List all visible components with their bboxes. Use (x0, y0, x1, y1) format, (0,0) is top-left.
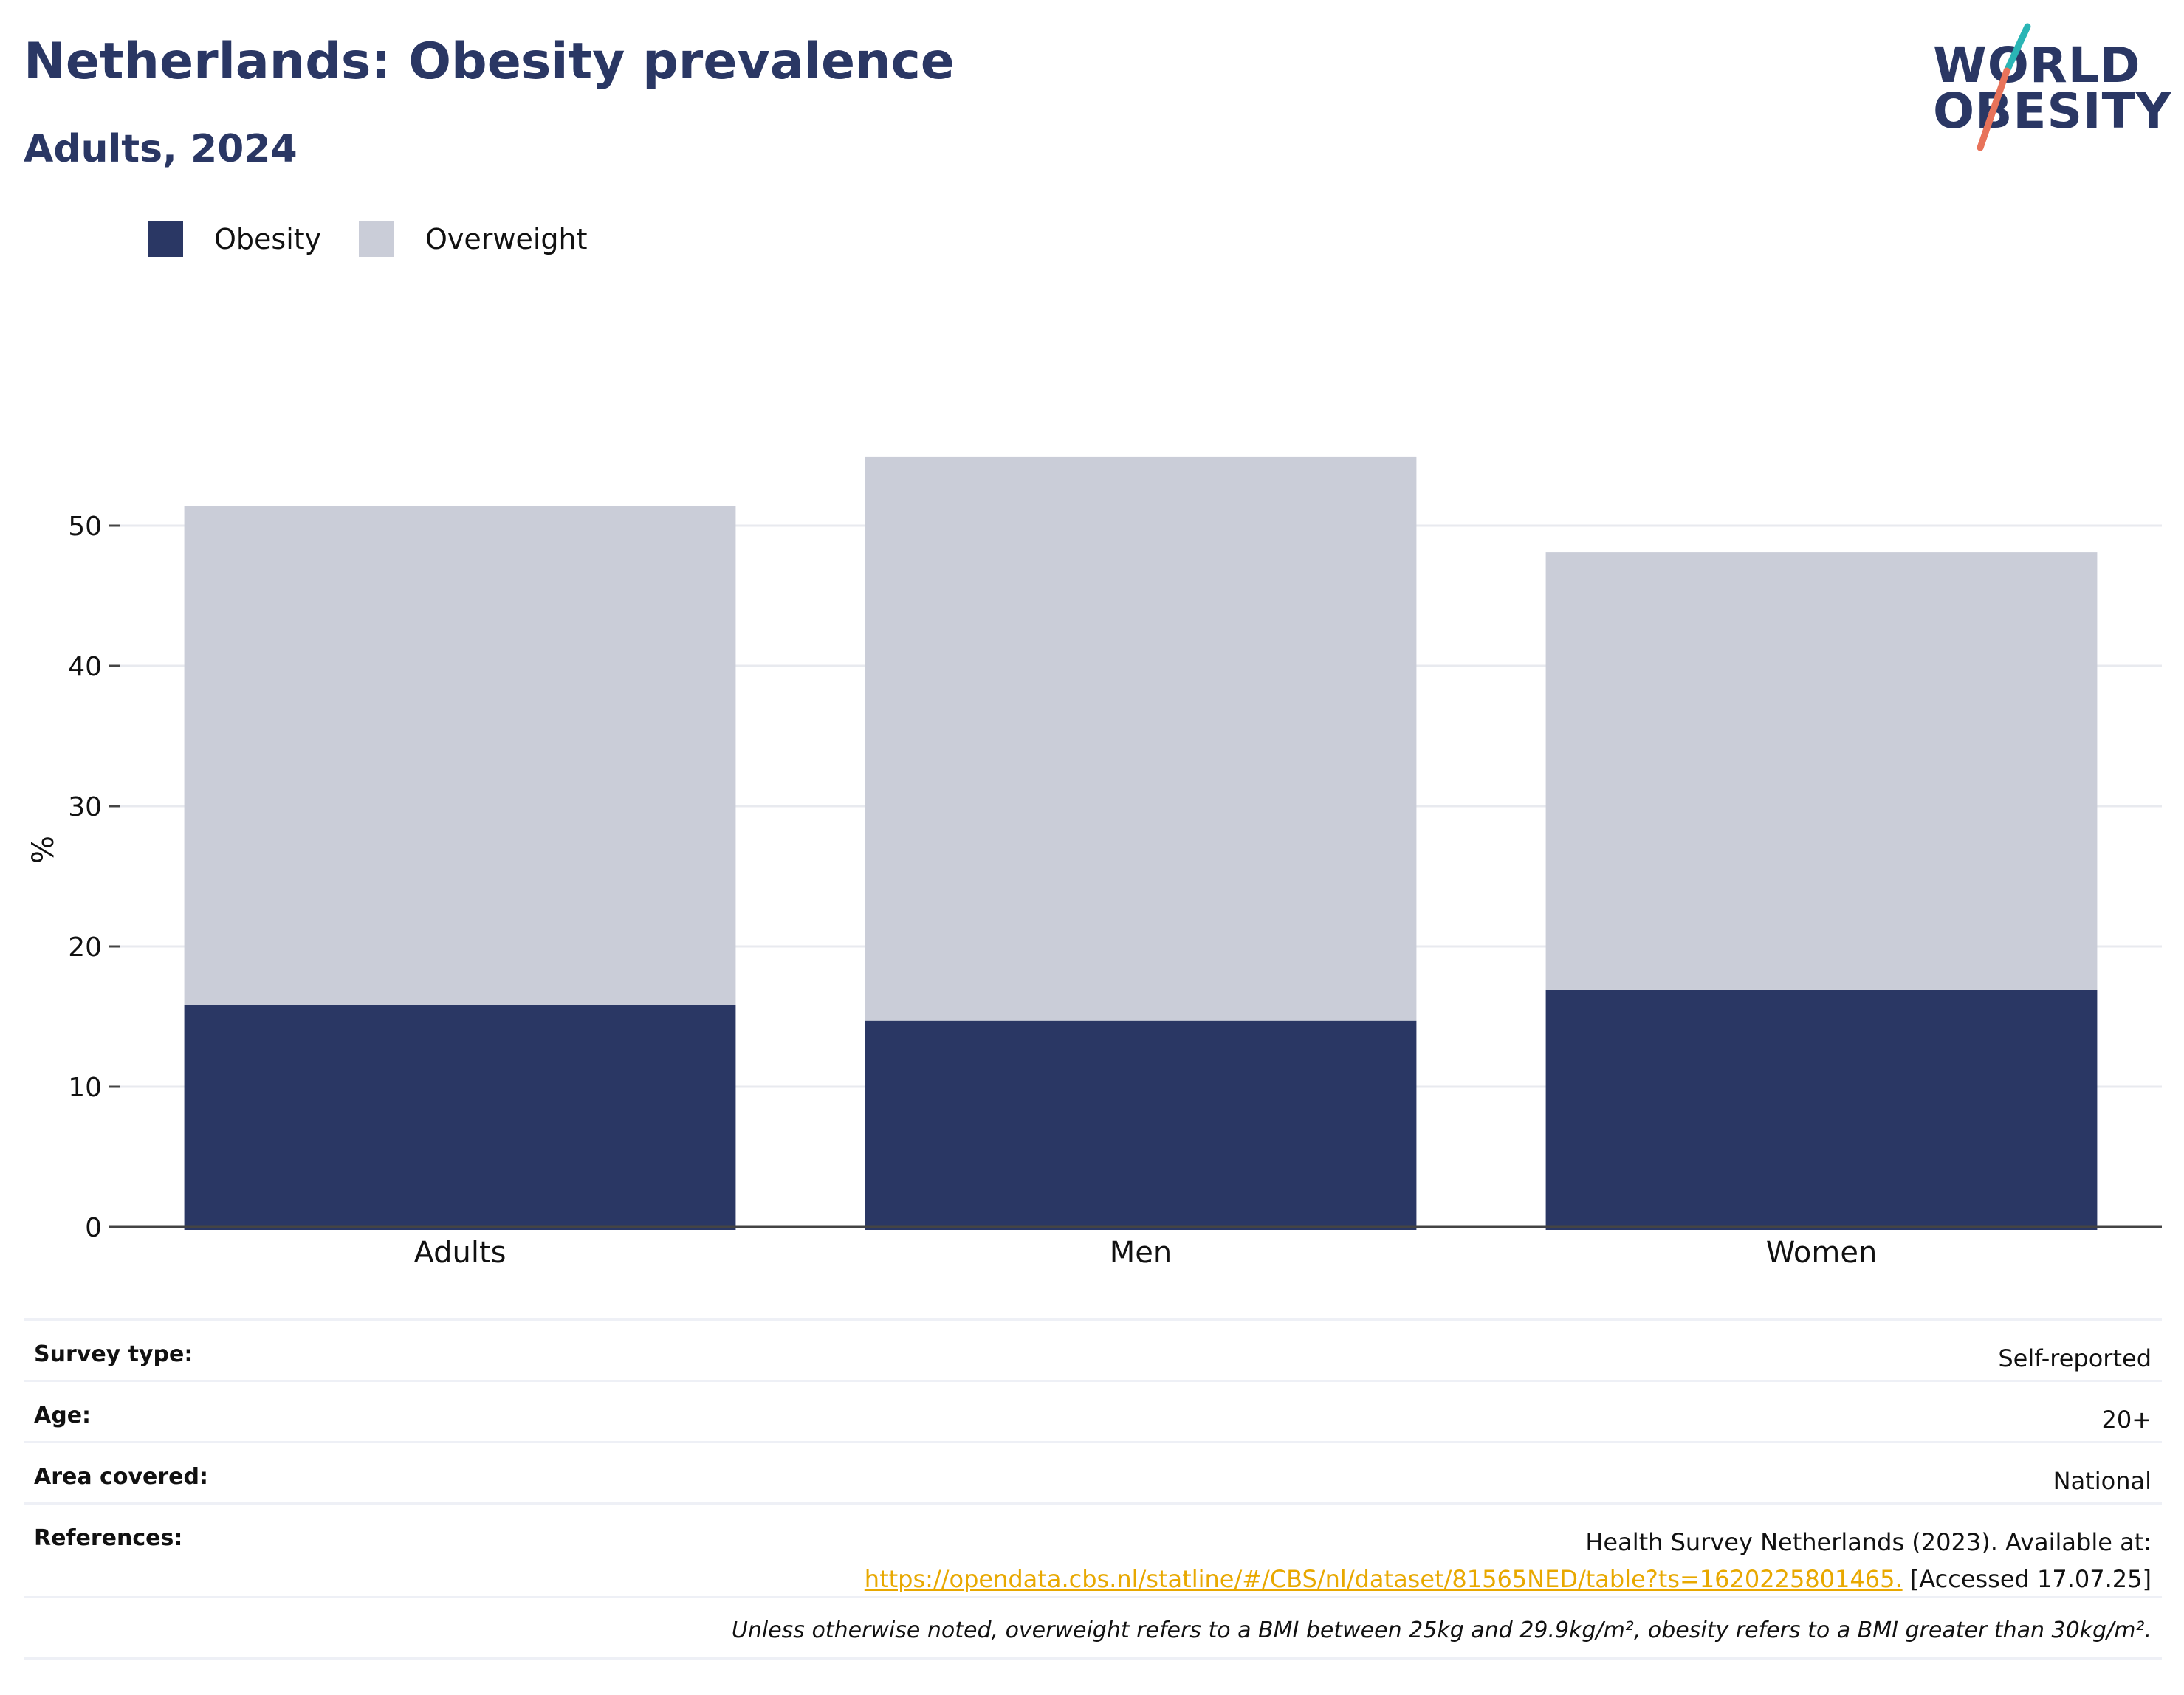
y-tick-label: 40 (68, 652, 102, 682)
bar-obesity-adults[interactable] (184, 1005, 736, 1230)
survey-info-table: Survey type: Self-reported Age: 20+ Area… (24, 1318, 2162, 1660)
y-tick-label: 10 (68, 1073, 102, 1103)
y-tick-label: 20 (68, 932, 102, 963)
bar-overweight-adults[interactable] (184, 506, 736, 1005)
logo-text-world: WORLD (1933, 37, 2141, 94)
info-row-note: Unless otherwise noted, overweight refer… (24, 1596, 2162, 1660)
stacked-bar-chart: 0 10 20 30 40 50 Adults Men Women % (27, 456, 2162, 1270)
x-tick-label: Women (1766, 1236, 1878, 1270)
legend-swatch-obesity (148, 221, 183, 257)
legend-label-overweight: Overweight (425, 223, 588, 255)
legend-swatch-overweight (359, 221, 394, 257)
page-title: Netherlands: Obesity prevalence (24, 32, 955, 91)
references-label: References: (34, 1525, 183, 1551)
page-subtitle: Adults, 2024 (24, 127, 298, 171)
info-row-survey-type: Survey type: Self-reported (24, 1318, 2162, 1380)
x-tick-label: Adults (413, 1236, 506, 1270)
bmi-definition-note: Unless otherwise noted, overweight refer… (731, 1617, 2152, 1643)
bar-overweight-men[interactable] (865, 456, 1417, 1021)
info-row-age: Age: 20+ (24, 1380, 2162, 1441)
y-tick-label: 30 (68, 792, 102, 822)
bar-overweight-women[interactable] (1545, 552, 2098, 990)
references-accessed: [Accessed 17.07.25] (1909, 1565, 2152, 1593)
references-value: Health Survey Netherlands (2023). Availa… (865, 1505, 2152, 1598)
survey-type-label: Survey type: (34, 1341, 193, 1367)
world-obesity-logo: WORLD OBESITY (1920, 22, 2171, 155)
legend-label-obesity: Obesity (214, 223, 322, 255)
logo-text-obesity: OBESITY (1933, 83, 2172, 140)
y-tick-label: 50 (68, 512, 102, 542)
age-value: 20+ (2101, 1406, 2152, 1434)
area-label: Area covered: (34, 1464, 208, 1490)
y-tick-label: 0 (85, 1213, 102, 1243)
x-tick-label: Men (1110, 1236, 1172, 1270)
survey-type-value: Self-reported (1998, 1344, 2152, 1372)
references-text: Health Survey Netherlands (2023). Availa… (1585, 1528, 2152, 1556)
bar-obesity-men[interactable] (865, 1020, 1417, 1230)
bars (184, 456, 2098, 1230)
age-label: Age: (34, 1403, 92, 1428)
area-value: National (2053, 1467, 2152, 1495)
y-tick-labels: 0 10 20 30 40 50 (68, 512, 120, 1243)
y-axis-label: % (27, 836, 61, 864)
x-tick-labels: Adults Men Women (413, 1236, 1877, 1270)
info-row-references: References: Health Survey Netherlands (2… (24, 1502, 2162, 1596)
references-link[interactable]: https://opendata.cbs.nl/statline/#/CBS/n… (864, 1565, 1903, 1593)
logo-slash-icon (1977, 23, 2031, 151)
info-row-area: Area covered: National (24, 1441, 2162, 1502)
bar-obesity-women[interactable] (1545, 989, 2098, 1230)
